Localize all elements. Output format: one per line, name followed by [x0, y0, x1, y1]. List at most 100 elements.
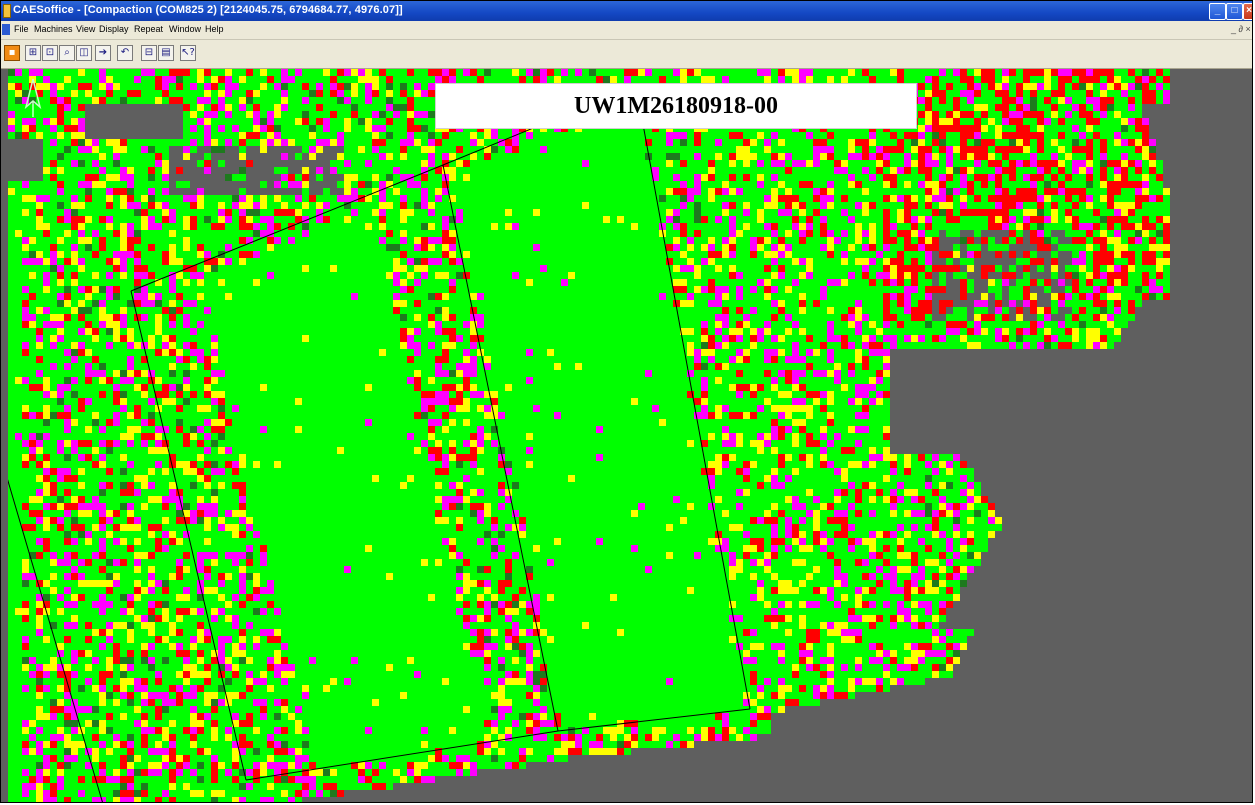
menu-repeat[interactable]: Repeat: [134, 24, 164, 34]
map-cell: [813, 181, 820, 188]
map-cell: [372, 69, 379, 76]
map-cell: [134, 153, 141, 160]
map-cell: [939, 209, 946, 216]
grid-icon[interactable]: ⊟: [141, 45, 157, 61]
map-cell: [498, 167, 505, 174]
map-cell: [141, 160, 148, 167]
map-cell: [1065, 111, 1072, 118]
map-cell: [120, 76, 127, 83]
map-cell: [8, 286, 15, 293]
map-cell: [22, 188, 29, 195]
zoom-in-icon[interactable]: ⌕: [59, 45, 75, 61]
map-cell: [582, 230, 589, 237]
menu-help[interactable]: Help: [205, 24, 224, 34]
map-cell: [85, 188, 92, 195]
map-cell: [666, 202, 673, 209]
map-cell: [267, 244, 274, 251]
menu-file[interactable]: File: [14, 24, 29, 34]
map-cell: [274, 69, 281, 76]
map-cell: [372, 132, 379, 139]
pan-icon[interactable]: ➔: [95, 45, 111, 61]
map-cell: [932, 237, 939, 244]
repeat-icon[interactable]: ↶: [117, 45, 133, 61]
map-cell: [862, 76, 869, 83]
document-icon[interactable]: [2, 24, 10, 35]
map-cell: [925, 188, 932, 195]
map-cell: [1065, 286, 1072, 293]
map-cell: [792, 153, 799, 160]
map-cell: [99, 251, 106, 258]
mdi-window-controls[interactable]: _ ∂ ×: [1231, 24, 1251, 34]
map-cell: [568, 209, 575, 216]
map-cell: [960, 209, 967, 216]
map-cell: [470, 279, 477, 286]
map-cell: [1009, 251, 1016, 258]
map-cell: [603, 237, 610, 244]
compaction-icon[interactable]: ▪: [4, 45, 20, 61]
zoom-window-icon[interactable]: ⊡: [42, 45, 58, 61]
map-cell: [869, 202, 876, 209]
map-cell: [309, 125, 316, 132]
map-cell: [316, 97, 323, 104]
map-cell: [176, 251, 183, 258]
map-cell: [617, 209, 624, 216]
title-bar[interactable]: CAESoffice - [Compaction (COM825 2) [212…: [1, 1, 1252, 21]
map-cell: [764, 209, 771, 216]
close-button[interactable]: ×: [1243, 3, 1252, 20]
map-cell: [1009, 286, 1016, 293]
map-cell: [1107, 230, 1114, 237]
map-cell: [939, 216, 946, 223]
maximize-button[interactable]: □: [1226, 3, 1243, 20]
layers-icon[interactable]: ▤: [158, 45, 174, 61]
map-cell: [421, 237, 428, 244]
map-cell: [120, 69, 127, 76]
map-cell: [435, 132, 442, 139]
zoom-extent-icon[interactable]: ◫: [76, 45, 92, 61]
map-cell: [939, 132, 946, 139]
map-cell: [834, 279, 841, 286]
map-cell: [596, 174, 603, 181]
map-cell: [358, 69, 365, 76]
zoom-box-icon[interactable]: ⊞: [25, 45, 41, 61]
map-cell: [617, 188, 624, 195]
menu-machines[interactable]: Machines: [34, 24, 73, 34]
compaction-map[interactable]: UW1M26180918-00: [8, 69, 1253, 803]
map-cell: [302, 83, 309, 90]
map-cell: [729, 251, 736, 258]
map-cell: [92, 202, 99, 209]
map-cell: [491, 174, 498, 181]
map-cell: [288, 111, 295, 118]
map-cell: [715, 188, 722, 195]
map-cell: [925, 125, 932, 132]
map-cell: [869, 132, 876, 139]
map-cell: [484, 251, 491, 258]
map-canvas[interactable]: [8, 69, 1253, 803]
map-cell: [967, 202, 974, 209]
map-cell: [498, 160, 505, 167]
map-cell: [946, 104, 953, 111]
map-cell: [148, 195, 155, 202]
map-cell: [834, 76, 841, 83]
map-cell: [561, 139, 568, 146]
map-cell: [1002, 167, 1009, 174]
menu-display[interactable]: Display: [99, 24, 129, 34]
menu-view[interactable]: View: [76, 24, 96, 34]
map-cell: [386, 97, 393, 104]
map-cell: [1030, 69, 1037, 76]
map-cell: [743, 202, 750, 209]
map-cell: [974, 230, 981, 237]
minimize-button[interactable]: _: [1209, 3, 1226, 20]
map-cell: [1128, 167, 1135, 174]
map-cell: [715, 272, 722, 279]
menu-window[interactable]: Window: [169, 24, 202, 34]
map-cell: [358, 237, 365, 244]
map-cell: [1093, 153, 1100, 160]
map-cell: [295, 216, 302, 223]
map-cell: [764, 251, 771, 258]
map-cell: [78, 209, 85, 216]
map-cell: [239, 279, 246, 286]
help-pointer-icon[interactable]: ↖?: [180, 45, 196, 61]
map-cell: [421, 69, 428, 76]
map-cell: [736, 146, 743, 153]
map-cell: [1100, 132, 1107, 139]
